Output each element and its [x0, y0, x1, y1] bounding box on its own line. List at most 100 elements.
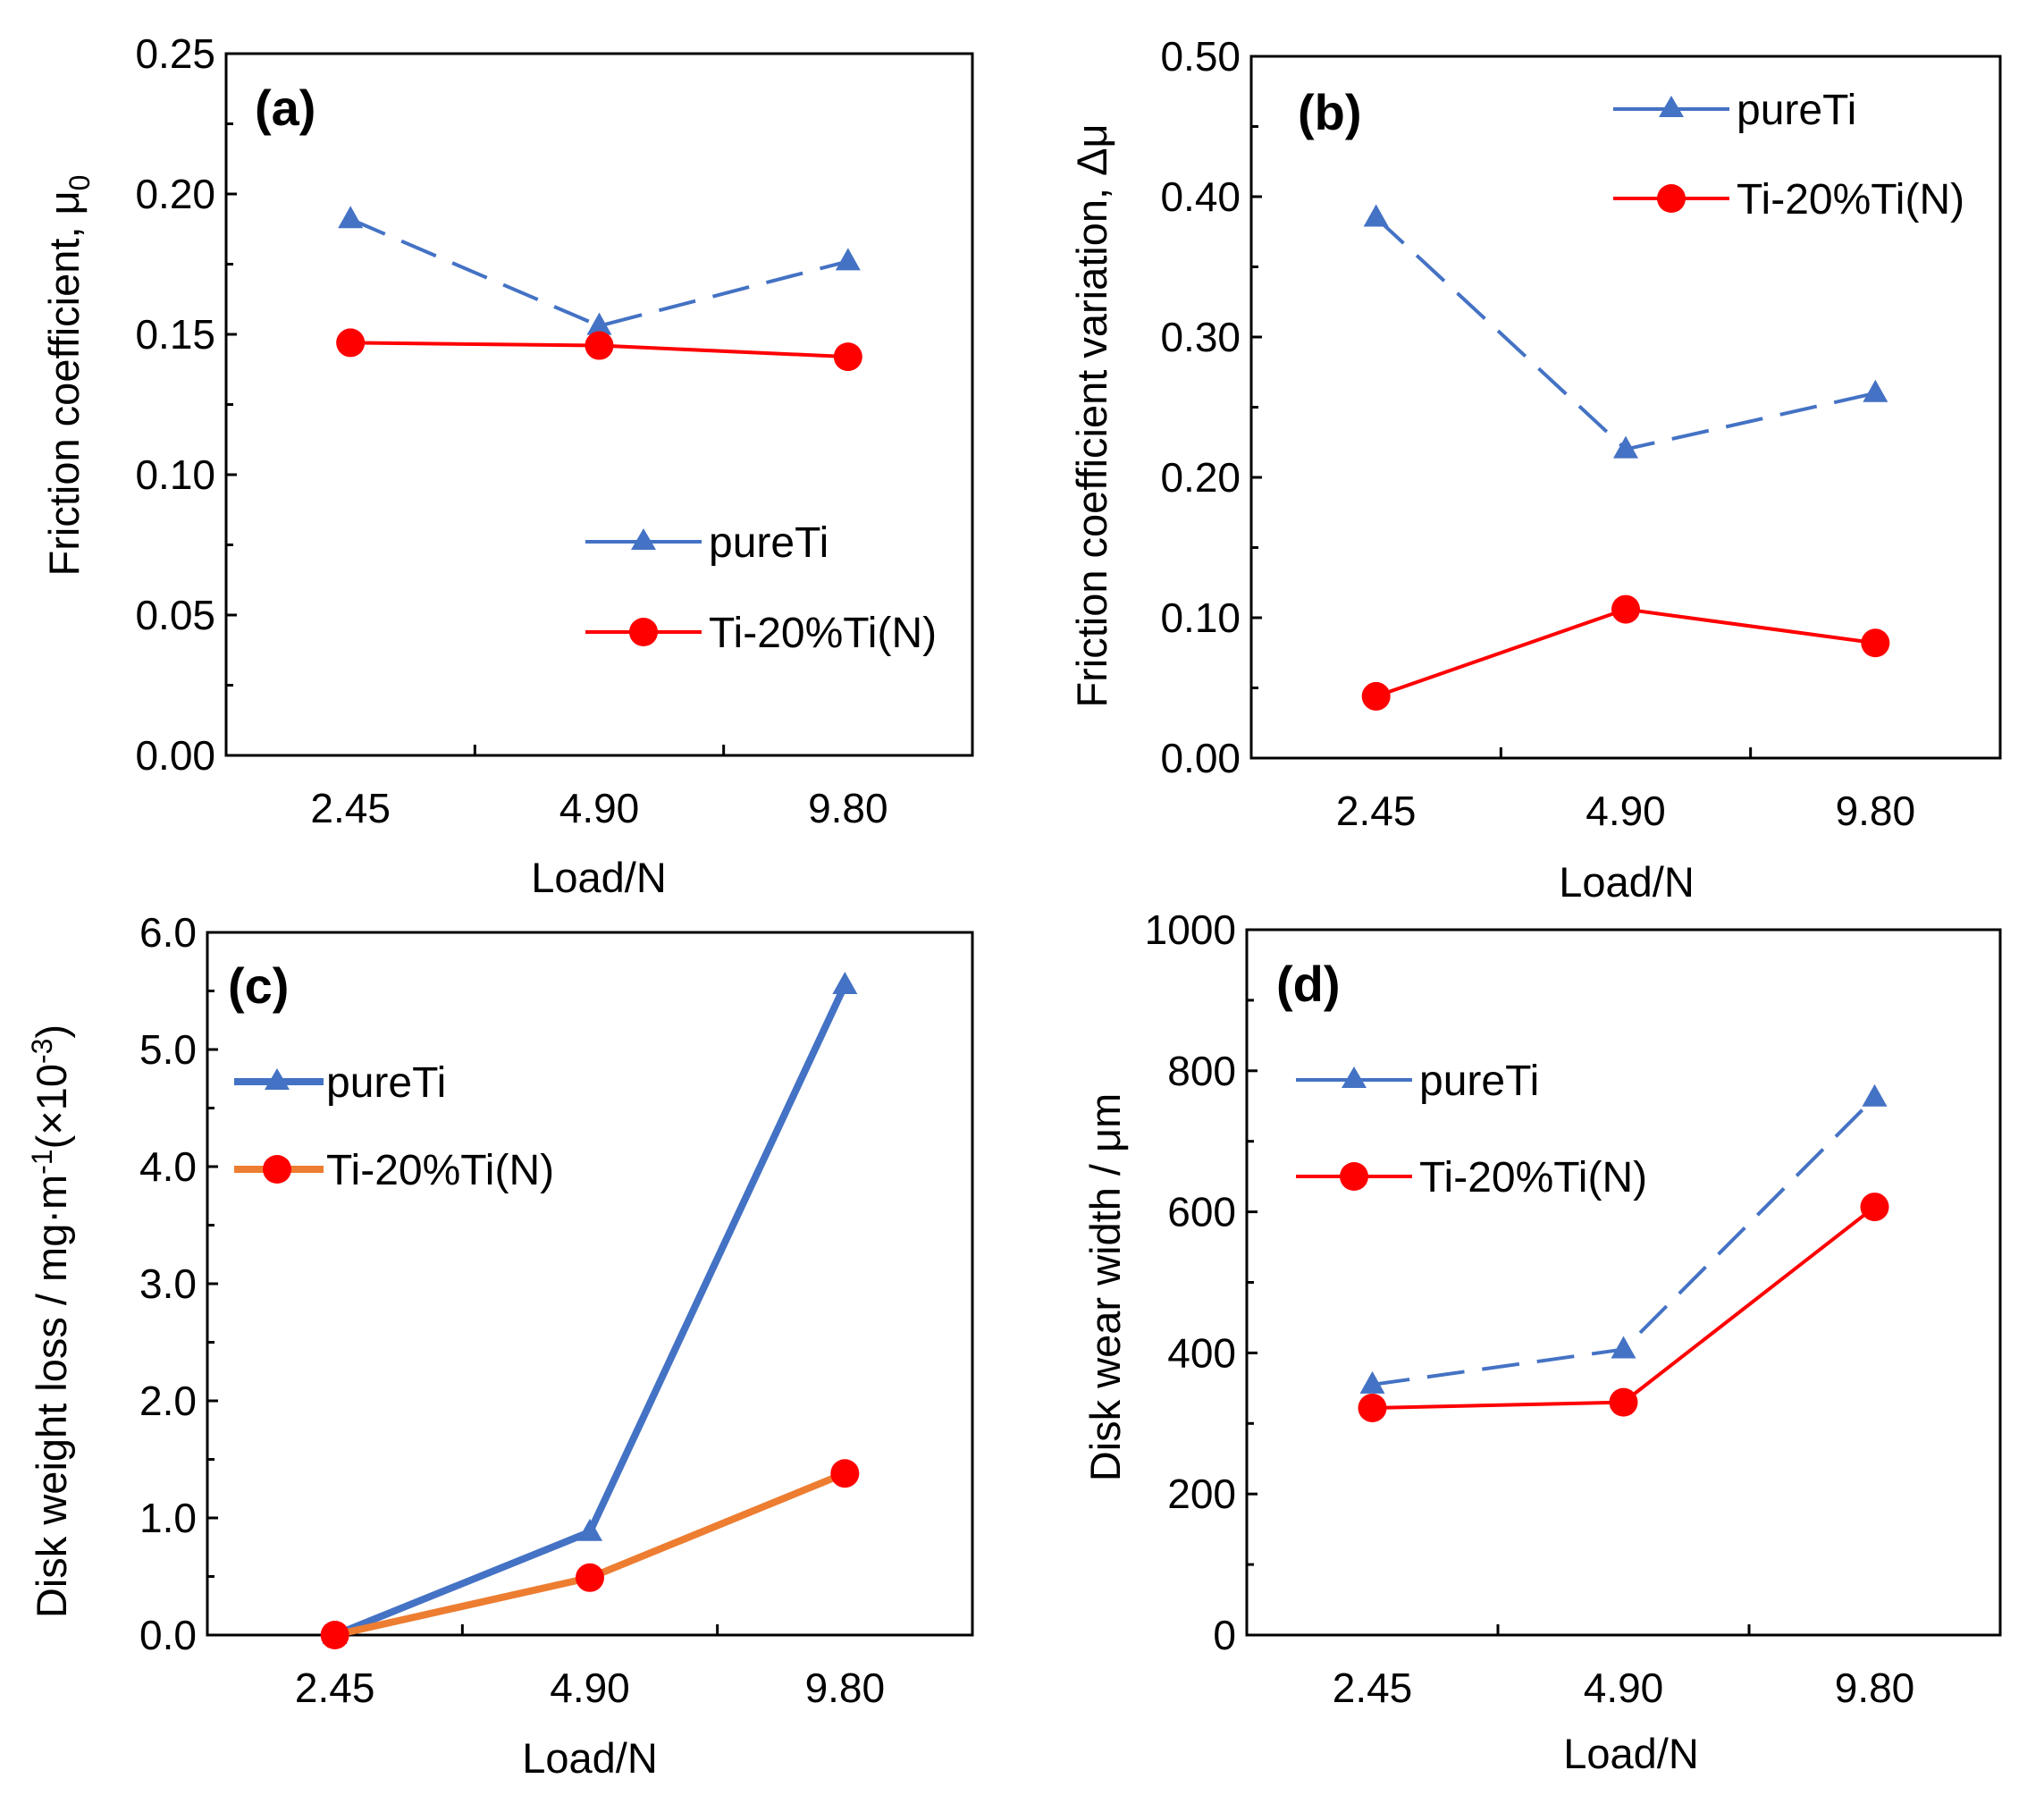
data-point-triangle [1611, 1336, 1636, 1359]
legend-item-pureTi: pureTi [234, 1059, 446, 1107]
legend-item-pureTi: pureTi [1613, 87, 1856, 134]
x-tick-label: 9.80 [808, 785, 888, 831]
panel-d-series [1358, 1083, 1889, 1422]
y-tick-label: 0.40 [1160, 173, 1241, 220]
legend-item-ti-20-ti-n: Ti-20%Ti(N) [1613, 176, 1964, 223]
panel-b-x-axis-title: Load/N [1559, 858, 1695, 906]
data-point-circle [830, 1459, 860, 1488]
panel-b-y-axis: 0.00 0.10 0.20 0.30 0.40 0.50 [1160, 33, 1262, 781]
data-point-circle [576, 1563, 604, 1592]
data-point-circle [585, 331, 614, 360]
x-tick-label: 9.80 [1835, 1665, 1915, 1711]
y-tick-label: 0.50 [1160, 33, 1241, 80]
legend-triangle-marker-icon [1659, 96, 1684, 117]
data-point-circle [1361, 681, 1391, 711]
panel-b-x-axis: 2.45 4.90 9.80 [1336, 747, 1915, 834]
y-tick-label: 5.0 [139, 1026, 197, 1073]
panel-c-legend: pureTi Ti-20%Ti(N) [234, 1059, 554, 1194]
panel-c-x-axis-title: Load/N [522, 1734, 658, 1782]
y-tick-label: 0.00 [135, 732, 215, 779]
y-tick-label: 0.30 [1160, 314, 1241, 360]
panel-d-y-axis: 0 200 400 600 800 1000 [1145, 906, 1258, 1658]
panel-d: 0 200 400 600 800 1000 2.45 4.90 9.80 (d) Load/… [1081, 906, 2002, 1777]
x-tick-label: 4.90 [559, 785, 640, 831]
x-tick-label: 4.90 [550, 1665, 630, 1711]
y-tick-label: 1.0 [139, 1495, 197, 1541]
panel-a-x-axis-title: Load/N [531, 854, 667, 901]
data-point-triangle [1363, 204, 1389, 227]
series-line-pureti [1375, 216, 1876, 451]
data-point-circle [1609, 1387, 1638, 1417]
legend-circle-marker-icon [263, 1155, 291, 1184]
data-point-triangle [586, 312, 612, 335]
x-tick-label: 2.45 [310, 785, 391, 831]
legend-item-ti-20-ti-n: Ti-20%Ti(N) [1296, 1154, 1647, 1201]
panel-a-y-axis-title: Friction coefficient, μ0 [40, 175, 96, 577]
legend-label-pureTi: pureTi [326, 1059, 446, 1107]
legend-label-pureTi: pureTi [1419, 1058, 1539, 1105]
legend-label-ti-20-ti-n: Ti-20%Ti(N) [1737, 176, 1964, 223]
data-point-triangle [1359, 1370, 1385, 1394]
x-tick-label: 4.90 [1584, 1665, 1664, 1711]
panel-b-series [1361, 204, 1890, 711]
data-point-triangle [577, 1518, 602, 1541]
data-point-circle [1358, 1393, 1387, 1422]
panel-b-plot-area [1249, 55, 2002, 760]
legend-label-pureTi: pureTi [1737, 87, 1856, 134]
panel-c: 0.0 1.0 2.0 3.0 4.0 5.0 6.0 2.45 4.90 9.80 (c) L… [26, 909, 974, 1782]
panel-d-plot-area [1245, 928, 2002, 1637]
y-tick-label: 200 [1167, 1471, 1236, 1517]
y-tick-label: 400 [1167, 1329, 1236, 1376]
data-point-circle [833, 342, 862, 372]
legend-item-ti-20-ti-n: Ti-20%Ti(N) [234, 1147, 554, 1194]
x-tick-label: 4.90 [1586, 788, 1666, 834]
y-tick-label: 0.20 [135, 171, 215, 217]
series-line-ti-20-ti-n- [333, 1470, 846, 1639]
series-line-pureti [349, 217, 849, 328]
y-tick-label: 800 [1167, 1048, 1236, 1094]
data-point-circle [1861, 628, 1890, 658]
panel-c-series [320, 971, 860, 1649]
legend-triangle-marker-icon [1342, 1066, 1367, 1088]
panel-b-legend: pureTi Ti-20%Ti(N) [1613, 87, 1964, 223]
panel-c-label: (c) [228, 957, 289, 1014]
y-tick-label: 600 [1167, 1189, 1236, 1235]
y-tick-label: 0.10 [1160, 594, 1241, 641]
panel-c-x-axis: 2.45 4.90 9.80 [295, 1624, 885, 1711]
data-point-circle [336, 328, 366, 358]
y-tick-label: 0.0 [139, 1612, 197, 1658]
legend-item-ti-20-ti-n: Ti-20%Ti(N) [585, 610, 937, 657]
data-point-triangle [835, 248, 861, 271]
panel-a-x-axis: 2.45 4.90 9.80 [310, 745, 888, 831]
series-line-ti-20-ti-n- [1372, 1205, 1876, 1410]
legend-label-ti-20-ti-n: Ti-20%Ti(N) [709, 610, 937, 657]
panel-b: 0.00 0.10 0.20 0.30 0.40 0.50 2.45 4.90 9.80 (b… [1068, 33, 2002, 906]
legend-item-pureTi: pureTi [585, 519, 829, 567]
panel-c-y-axis: 0.0 1.0 2.0 3.0 4.0 5.0 6.0 [139, 909, 218, 1658]
x-tick-label: 9.80 [1836, 788, 1916, 834]
legend-circle-marker-icon [629, 618, 658, 646]
legend-circle-marker-icon [1657, 184, 1686, 213]
panel-a-y-axis: 0.00 0.05 0.10 0.15 0.20 0.25 [135, 30, 237, 779]
y-tick-label: 6.0 [139, 909, 197, 956]
y-tick-label: 0.15 [135, 311, 215, 358]
panel-b-y-axis-title: Friction coefficient variation, Δμ [1068, 123, 1115, 707]
legend-label-ti-20-ti-n: Ti-20%Ti(N) [326, 1147, 554, 1194]
panel-d-legend: pureTi Ti-20%Ti(N) [1296, 1058, 1647, 1201]
x-tick-label: 9.80 [805, 1665, 886, 1711]
y-tick-label: 1000 [1145, 906, 1236, 953]
y-tick-label: 0.25 [135, 30, 215, 77]
panel-d-y-axis-title: Disk wear width / μm [1081, 1093, 1129, 1482]
y-tick-label: 0 [1213, 1612, 1236, 1658]
data-point-triangle [1862, 1083, 1888, 1107]
panel-b-label: (b) [1298, 84, 1362, 140]
data-point-triangle [1863, 379, 1888, 402]
legend-circle-marker-icon [1340, 1162, 1368, 1191]
panel-d-x-axis: 2.45 4.90 9.80 [1333, 1624, 1915, 1711]
panel-a: 0.00 0.05 0.10 0.15 0.20 0.25 2.45 4.90 9.80 (a… [40, 30, 974, 901]
data-point-circle [1611, 594, 1640, 624]
panel-c-y-axis-title: Disk weight loss / mg·m-1(×10-3) [26, 1024, 75, 1618]
y-tick-label: 0.10 [135, 451, 215, 498]
data-point-triangle [338, 206, 364, 229]
y-tick-label: 0.20 [1160, 454, 1241, 501]
